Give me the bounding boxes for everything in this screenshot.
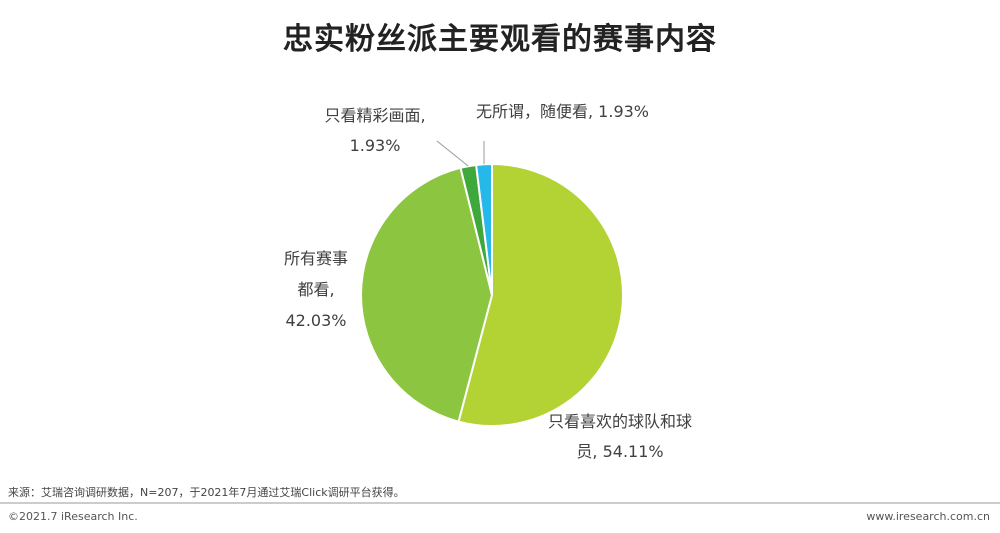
source-note: 来源：艾瑞咨询调研数据，N=207，于2021年7月通过艾瑞Click调研平台获… [8,486,405,499]
slice-label: 无所谓，随便看, 1.93% [476,102,650,121]
pie-slice [457,162,624,427]
pie-slice [360,166,494,423]
chart-title: 忠实粉丝派主要观看的赛事内容 [283,22,717,57]
website: www.iresearch.com.cn [866,510,990,523]
copyright: ©2021.7 iResearch Inc. [8,510,138,523]
slice-label: 只看喜欢的球队和球员, 54.11% [547,412,692,461]
leader-line [436,140,469,167]
slice-label: 只看精彩画面, 1.93% [324,106,426,155]
slice-label: 所有赛事都看, 42.03% [283,249,348,330]
